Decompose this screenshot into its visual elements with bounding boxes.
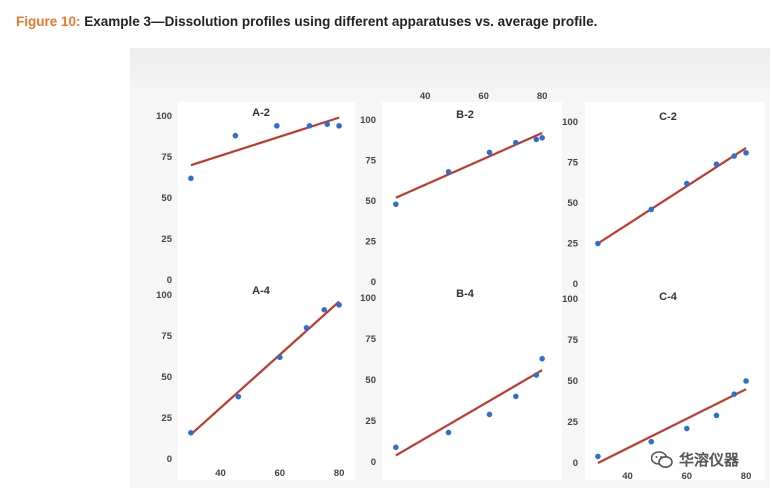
data-point-b-2 [539,135,545,141]
x-tick-label-b-2: 40 [420,91,431,102]
wechat-icon [650,450,673,469]
y-tick-label-a-2: 0 [167,275,172,286]
data-point-b-2 [513,139,519,146]
data-point-b-2 [533,136,540,143]
data-point-c-4 [713,412,720,419]
fit-line-c-2 [597,146,747,245]
y-tick-label-a-2: 75 [161,152,172,163]
data-point-b-2 [445,169,452,175]
data-point-b-4 [513,393,519,400]
data-point-c-2 [684,180,690,187]
fit-line-b-2 [395,131,543,199]
data-point-a-4 [235,393,242,400]
data-point-a-2 [274,123,280,129]
data-point-a-2 [324,121,331,127]
figure-number: Figure 10: [16,14,81,29]
y-tick-label-b-4: 0 [371,457,376,468]
data-point-b-2 [486,149,493,156]
y-tick-label-b-4: 100 [360,293,376,304]
panel-card-column-c [585,102,765,480]
fit-line-a-2 [190,116,340,167]
x-tick-label-c-4: 40 [622,471,633,482]
y-tick-label-a-4: 25 [161,413,172,424]
y-tick-label-b-4: 50 [365,375,376,386]
figure-header-band [130,48,770,94]
fit-line-b-4 [395,369,543,457]
x-tick-label-a-4: 40 [215,468,226,479]
data-point-a-4 [277,354,283,361]
y-tick-label-b-2: 50 [365,196,376,207]
fit-line-c-4 [597,388,747,464]
data-point-a-2 [188,175,194,182]
x-tick-label-c-4: 60 [682,471,693,482]
y-tick-label-a-4: 50 [161,372,172,383]
data-point-c-2 [743,149,749,156]
y-tick-label-a-2: 50 [161,193,172,204]
y-tick-label-c-4: 0 [573,458,578,469]
watermark-text: 华溶仪器 [679,451,740,469]
data-point-a-4 [303,325,310,331]
y-tick-label-b-2: 75 [365,156,376,167]
y-tick-label-c-2: 0 [573,279,578,290]
y-tick-label-b-4: 25 [365,416,376,427]
x-tick-label-c-4: 80 [741,471,752,482]
data-point-c-4 [648,438,655,445]
data-point-a-4 [188,429,194,436]
data-point-a-2 [336,123,342,129]
y-tick-label-a-4: 75 [161,331,172,342]
data-point-a-2 [306,123,313,129]
data-point-b-4 [533,372,540,378]
watermark: 华溶仪器 [645,447,746,472]
panel-title-c-4: C-4 [659,291,678,303]
panel-title-b-4: B-4 [456,288,475,300]
y-tick-label-c-2: 100 [562,117,578,128]
fit-line-a-4 [190,300,340,436]
y-tick-label-a-4: 100 [156,290,172,301]
data-point-c-4 [731,391,738,397]
y-tick-label-c-4: 75 [567,335,578,346]
x-tick-label-a-4: 60 [275,468,286,479]
data-point-c-2 [648,206,655,213]
data-point-c-2 [731,153,738,159]
x-tick-label-a-4: 80 [334,468,345,479]
data-point-c-4 [595,453,601,460]
y-tick-label-a-4: 0 [167,454,172,465]
x-tick-label-b-2: 80 [537,91,548,102]
x-tick-label-b-2: 60 [478,91,489,102]
y-tick-label-c-2: 50 [567,198,578,209]
data-point-c-4 [743,378,749,384]
panel-title-c-2: C-2 [659,111,677,123]
data-point-b-4 [486,411,493,418]
y-tick-label-a-2: 100 [156,111,172,122]
figure-caption: Example 3—Dissolution profiles using dif… [84,14,598,29]
y-tick-label-b-2: 25 [365,237,376,248]
figure-title: Figure 10: Example 3—Dissolution profile… [16,14,597,29]
panel-title-b-2: B-2 [456,109,474,121]
data-point-b-4 [539,355,545,362]
data-point-b-4 [445,429,452,436]
y-tick-label-a-2: 25 [161,234,172,245]
data-point-c-2 [713,161,720,167]
data-point-a-4 [336,302,342,308]
panel-card-column-a [178,102,355,480]
y-tick-label-b-2: 0 [371,277,376,288]
y-tick-label-c-2: 75 [567,158,578,169]
y-tick-label-c-4: 100 [562,294,578,305]
panel-title-a-2: A-2 [252,107,270,119]
y-tick-label-c-4: 25 [567,417,578,428]
data-point-a-4 [321,306,328,313]
data-point-b-4 [393,444,399,451]
data-point-c-4 [684,425,690,432]
y-tick-label-c-2: 25 [567,239,578,250]
y-tick-label-b-2: 100 [360,115,376,126]
data-point-c-2 [595,240,601,247]
data-point-b-2 [393,201,399,208]
data-point-a-2 [232,132,239,139]
y-tick-label-b-4: 75 [365,334,376,345]
panel-title-a-4: A-4 [252,285,271,297]
y-tick-label-c-4: 50 [567,376,578,387]
